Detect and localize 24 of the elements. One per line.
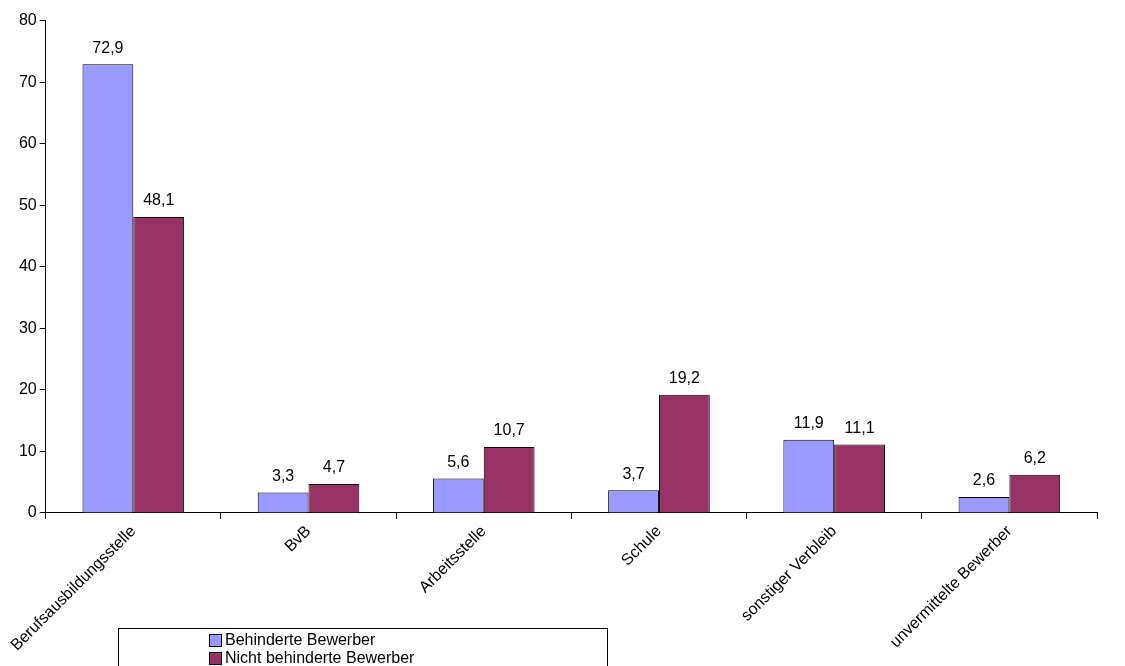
y-tick-label: 40 [18, 257, 37, 275]
data-label: 72,9 [92, 38, 124, 56]
legend-label: Nicht behinderte Bewerber [225, 649, 415, 666]
data-label: 2,6 [972, 471, 996, 489]
x-tick-label: BvB [280, 521, 314, 555]
y-tick-label: 60 [18, 134, 37, 152]
data-label: 5,6 [447, 452, 470, 470]
data-label: 4,7 [322, 458, 346, 476]
y-tick-label: 70 [18, 72, 37, 90]
y-tick-label: 80 [18, 11, 37, 29]
data-label: 11,9 [793, 414, 824, 432]
data-label: 48,1 [143, 191, 175, 209]
data-label: 3,7 [622, 464, 645, 482]
y-tick-label: 10 [18, 441, 37, 459]
data-label: 6,2 [1023, 449, 1047, 467]
y-tick-label: 20 [18, 380, 37, 398]
legend-label: Behinderte Bewerber [225, 631, 376, 649]
data-label: 10,7 [493, 421, 525, 439]
data-label: 19,2 [668, 369, 701, 387]
y-tick-label: 30 [18, 318, 37, 336]
data-label: 3,3 [272, 467, 295, 485]
data-label: 11,1 [844, 419, 875, 437]
y-tick-label: 50 [18, 195, 37, 213]
y-tick-label: 0 [27, 503, 37, 521]
